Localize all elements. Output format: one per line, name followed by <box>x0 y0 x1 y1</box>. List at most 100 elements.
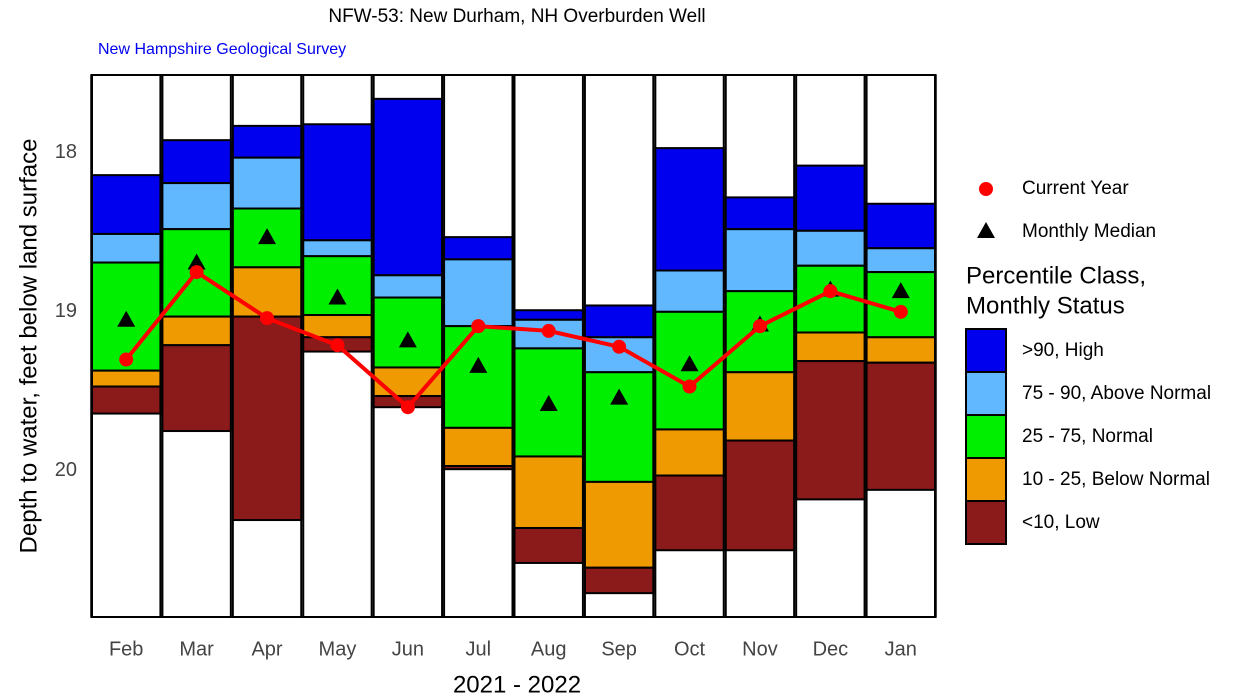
percentile-segment <box>443 426 514 468</box>
median-marker <box>680 355 699 372</box>
percentile-segment <box>654 428 725 477</box>
percentile-segment <box>583 480 655 569</box>
legend-title: Monthly Status <box>966 292 1125 319</box>
current-year-point <box>752 319 767 334</box>
x-tick-label: Jul <box>466 638 492 660</box>
median-marker <box>117 310 136 327</box>
percentile-segment <box>795 229 866 267</box>
legend-label: 25 - 75, Normal <box>1022 426 1153 447</box>
legend-title: Percentile Class, <box>966 262 1146 289</box>
median-marker <box>328 288 347 305</box>
percentile-segment <box>302 255 373 317</box>
percentile-segment <box>91 174 162 235</box>
percentile-segment <box>513 526 584 564</box>
percentile-segment <box>372 274 444 299</box>
y-axis-label: Depth to water, feet below land surface <box>15 139 42 554</box>
plot-frame <box>90 74 937 618</box>
current-year-point <box>893 304 908 319</box>
median-marker <box>891 282 910 299</box>
percentile-segment <box>91 232 162 264</box>
percentile-segment <box>865 202 936 250</box>
percentile-segment <box>443 236 514 261</box>
percentile-segment <box>91 369 162 388</box>
percentile-segment <box>443 325 514 429</box>
legend-swatch <box>965 500 1007 545</box>
current-year-line <box>124 269 902 411</box>
percentile-segment <box>583 566 655 595</box>
percentile-segment <box>231 266 303 318</box>
current-year-point <box>189 265 204 280</box>
legend-label: Current Year <box>1022 178 1129 199</box>
percentile-segment <box>724 228 796 293</box>
chart-subtitle: New Hampshire Geological Survey <box>98 41 346 58</box>
current-year-point <box>400 400 415 415</box>
percentile-segment <box>161 344 232 433</box>
percentile-segment <box>513 309 584 321</box>
legend-label: <10, Low <box>1022 512 1100 533</box>
percentile-segment <box>795 164 866 232</box>
percentile-segment <box>443 258 514 328</box>
percentile-segment <box>724 439 796 552</box>
percentile-segment <box>161 182 232 231</box>
x-tick-label: Dec <box>813 638 849 660</box>
percentile-segment <box>372 97 444 277</box>
x-tick-label: Mar <box>179 638 214 660</box>
current-year-point <box>823 284 838 299</box>
current-year-point <box>612 339 627 354</box>
legend-swatch <box>965 328 1007 373</box>
x-tick-label: Apr <box>251 638 282 660</box>
percentile-segment <box>161 139 232 185</box>
chart-title: NFW-53: New Durham, NH Overburden Well <box>328 6 705 27</box>
current-year-point <box>471 319 486 334</box>
median-marker <box>258 228 277 245</box>
x-tick-label: Jun <box>392 638 424 660</box>
x-axis-label: 2021 - 2022 <box>453 671 581 698</box>
percentile-segment <box>513 455 584 529</box>
y-tick-label: 19 <box>55 300 77 322</box>
median-marker <box>398 331 417 348</box>
percentile-segment <box>91 385 162 415</box>
percentile-segment <box>443 465 514 471</box>
percentile-segment <box>302 123 373 242</box>
current-year-point <box>119 352 134 367</box>
percentile-segment <box>654 269 725 313</box>
x-tick-label: Feb <box>109 638 143 660</box>
percentile-segment <box>865 361 936 491</box>
legend-label: 10 - 25, Below Normal <box>1022 469 1210 490</box>
percentile-segment <box>654 474 725 552</box>
current-year-point <box>260 311 275 326</box>
percentile-segment <box>231 124 303 159</box>
x-tick-label: Nov <box>742 638 778 660</box>
current-year-point <box>682 379 697 394</box>
current-year-point <box>541 323 556 338</box>
percentile-segment <box>795 331 866 363</box>
percentile-segment <box>161 315 232 347</box>
percentile-segment <box>231 156 303 210</box>
legend-label: >90, High <box>1022 340 1104 361</box>
legend-swatch <box>965 371 1007 416</box>
percentile-segment <box>865 336 936 364</box>
y-tick-label: 18 <box>55 141 77 163</box>
percentile-segment <box>724 371 796 442</box>
legend-symbol <box>979 182 993 196</box>
legend-symbol <box>977 222 995 238</box>
median-marker <box>187 253 206 270</box>
percentile-segment <box>583 304 655 339</box>
percentile-segment <box>302 239 373 258</box>
median-marker <box>610 388 629 405</box>
legend-swatch <box>965 414 1007 459</box>
x-tick-label: Aug <box>531 638 567 660</box>
x-tick-label: Sep <box>601 638 637 660</box>
percentile-segment <box>795 360 866 501</box>
x-tick-label: Jan <box>885 638 917 660</box>
percentile-segment <box>654 147 725 272</box>
current-year-point <box>330 338 345 353</box>
legend-label: Monthly Median <box>1022 221 1156 242</box>
legend-label: 75 - 90, Above Normal <box>1022 383 1211 404</box>
median-marker <box>469 356 488 373</box>
x-tick-label: Oct <box>674 638 706 660</box>
median-marker <box>539 395 558 412</box>
x-tick-label: May <box>319 638 357 660</box>
percentile-segment <box>724 196 796 231</box>
